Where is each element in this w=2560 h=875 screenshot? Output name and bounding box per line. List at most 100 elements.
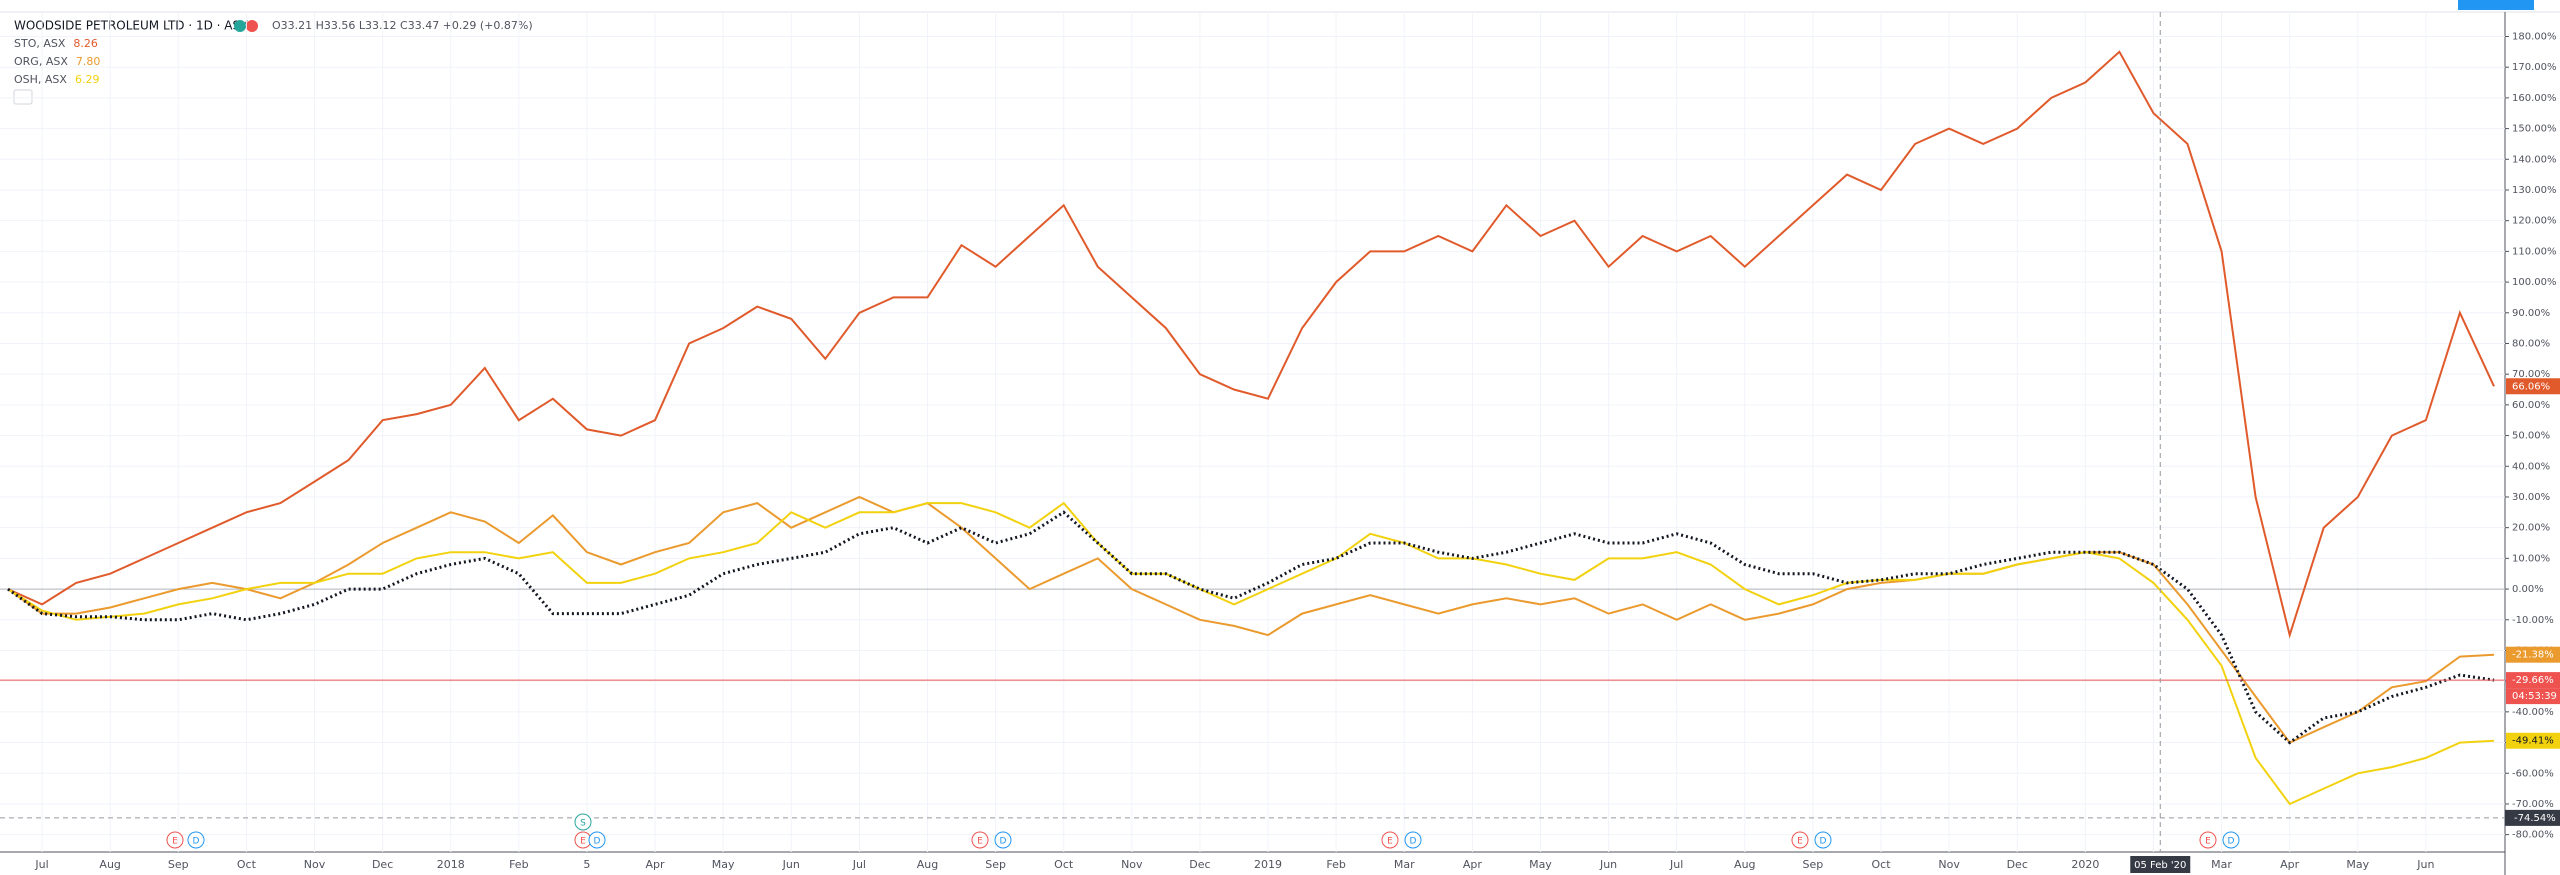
legend-value: 8.26 xyxy=(73,37,98,50)
legend-value: 7.80 xyxy=(76,55,101,68)
x-tick-label: May xyxy=(712,858,735,871)
y-tick-label: -60.00% xyxy=(2512,768,2554,779)
event-label: E xyxy=(1387,837,1393,847)
x-tick-label: Mar xyxy=(2211,858,2232,871)
legend-name: OSH, ASX xyxy=(14,73,67,86)
price-tag xyxy=(2506,672,2560,689)
x-tick-label: Jun xyxy=(1599,858,1617,871)
y-tick-label: 50.00% xyxy=(2512,431,2550,442)
x-tick-label: Nov xyxy=(1938,858,1960,871)
event-label: E xyxy=(172,837,178,847)
x-tick-label: Dec xyxy=(372,858,393,871)
price-tag xyxy=(2506,646,2560,663)
crosshair-date-tag xyxy=(2130,856,2191,873)
x-tick-label: Jul xyxy=(34,858,48,871)
event-label: E xyxy=(1797,837,1803,847)
crosshair-date: 05 Feb '20 xyxy=(2134,860,2186,871)
price-tag xyxy=(2506,378,2560,395)
y-tick-label: 70.00% xyxy=(2512,369,2550,380)
x-tick-label: Dec xyxy=(2007,858,2028,871)
y-tick-label: 180.00% xyxy=(2512,31,2557,42)
y-tick-label: 0.00% xyxy=(2512,584,2544,595)
x-tick-label: May xyxy=(1529,858,1552,871)
collapse-button[interactable] xyxy=(13,89,33,105)
series-line xyxy=(7,50,2495,639)
event-marker[interactable] xyxy=(1404,831,1422,849)
price-tag-label: -29.66% xyxy=(2512,675,2554,686)
price-tag-label: -49.41% xyxy=(2512,736,2554,747)
event-marker[interactable] xyxy=(971,831,989,849)
y-tick-label: -80.00% xyxy=(2512,830,2554,841)
y-tick-label: 20.00% xyxy=(2512,523,2550,534)
event-marker[interactable] xyxy=(994,831,1012,849)
y-tick-label: 100.00% xyxy=(2512,277,2557,288)
event-label: D xyxy=(1410,837,1417,847)
x-tick-label: 5 xyxy=(583,858,590,871)
y-tick-label: -10.00% xyxy=(2512,615,2554,626)
x-tick-label: Aug xyxy=(99,858,120,871)
x-tick-label: 2020 xyxy=(2071,858,2099,871)
y-tick-label: 160.00% xyxy=(2512,93,2557,104)
x-tick-label: Sep xyxy=(1803,858,1824,871)
countdown: 04:53:39 xyxy=(2512,691,2557,702)
event-marker[interactable] xyxy=(1791,831,1809,849)
event-label: E xyxy=(580,837,586,847)
y-tick-label: -70.00% xyxy=(2512,799,2554,810)
event-label: D xyxy=(2228,837,2235,847)
y-tick-label: -40.00% xyxy=(2512,707,2554,718)
event-label: E xyxy=(2205,837,2211,847)
event-marker[interactable] xyxy=(588,831,606,849)
y-tick-label: 110.00% xyxy=(2512,246,2557,257)
x-tick-label: Aug xyxy=(917,858,938,871)
y-tick-label: 60.00% xyxy=(2512,400,2550,411)
y-tick-label: 170.00% xyxy=(2512,62,2557,73)
x-tick-label: Oct xyxy=(1054,858,1074,871)
x-tick-label: Jun xyxy=(2416,858,2434,871)
x-tick-label: Sep xyxy=(985,858,1006,871)
publish-button[interactable] xyxy=(2458,0,2534,10)
legend-value: 6.29 xyxy=(75,73,100,86)
y-tick-label: 40.00% xyxy=(2512,461,2550,472)
event-marker[interactable] xyxy=(574,813,592,831)
y-tick-label: 150.00% xyxy=(2512,124,2557,135)
legend-name: ORG, ASX xyxy=(14,55,68,68)
crosshair-tag xyxy=(2505,809,2560,826)
y-tick-label: 10.00% xyxy=(2512,553,2550,564)
countdown-tag xyxy=(2506,688,2560,705)
event-label: D xyxy=(594,837,601,847)
y-tick-label: 120.00% xyxy=(2512,216,2557,227)
event-label: D xyxy=(193,837,200,847)
y-tick-label: 80.00% xyxy=(2512,338,2550,349)
event-marker[interactable] xyxy=(1814,831,1832,849)
y-tick-label: 90.00% xyxy=(2512,308,2550,319)
x-tick-label: Apr xyxy=(1463,858,1483,871)
ohlc: O33.21 H33.56 L33.12 C33.47 +0.29 (+0.87… xyxy=(272,19,533,32)
event-marker[interactable] xyxy=(166,831,184,849)
x-tick-label: 2019 xyxy=(1254,858,1282,871)
x-tick-label: Jul xyxy=(852,858,866,871)
event-label: S xyxy=(580,819,586,829)
x-tick-label: Jun xyxy=(782,858,800,871)
event-marker[interactable] xyxy=(2199,831,2217,849)
x-tick-label: May xyxy=(2346,858,2369,871)
y-tick-label: 140.00% xyxy=(2512,154,2557,165)
x-tick-label: Mar xyxy=(1394,858,1415,871)
price-tag xyxy=(2506,732,2560,749)
price-tag-label: -21.38% xyxy=(2512,650,2554,661)
x-tick-label: Jul xyxy=(1669,858,1683,871)
symbol-title: WOODSIDE PETROLEUM LTD · 1D · ASX xyxy=(14,19,248,33)
x-tick-label: 2018 xyxy=(437,858,465,871)
x-tick-label: Apr xyxy=(2280,858,2300,871)
x-tick-label: Feb xyxy=(509,858,528,871)
x-tick-label: Aug xyxy=(1734,858,1755,871)
x-tick-label: Apr xyxy=(646,858,666,871)
event-marker[interactable] xyxy=(2222,831,2240,849)
event-marker[interactable] xyxy=(187,831,205,849)
y-tick-label: 30.00% xyxy=(2512,492,2550,503)
event-marker[interactable] xyxy=(1381,831,1399,849)
x-tick-label: Nov xyxy=(304,858,326,871)
legend-name: STO, ASX xyxy=(14,37,66,50)
x-tick-label: Oct xyxy=(237,858,257,871)
